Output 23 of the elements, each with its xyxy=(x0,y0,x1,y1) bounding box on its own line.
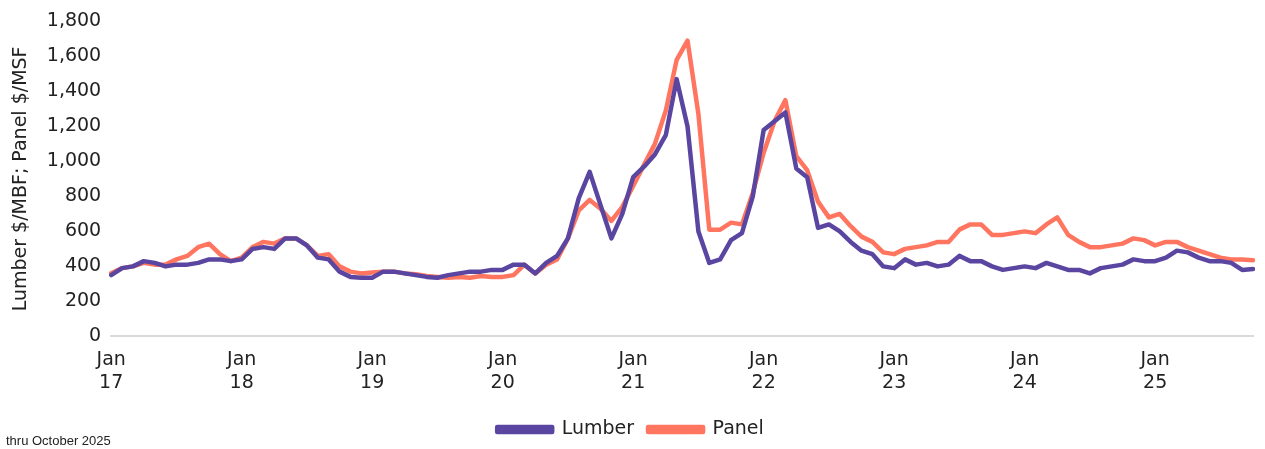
y-tick-label: 800 xyxy=(64,183,102,206)
y-tick-label: 200 xyxy=(64,288,102,311)
x-tick-label: Jan 22 xyxy=(748,346,779,392)
x-tick-label: Jan 25 xyxy=(1139,346,1170,392)
y-tick-label: 600 xyxy=(64,218,102,241)
y-axis-title: Lumber $/MBF; Panel $/MSF xyxy=(8,46,31,312)
x-tick-label: Jan 20 xyxy=(487,346,518,392)
x-tick-label: Jan 21 xyxy=(617,346,648,392)
legend-label: Panel xyxy=(712,416,764,439)
y-tick-label: 1,000 xyxy=(46,148,102,171)
y-tick-label: 400 xyxy=(64,253,102,276)
x-tick-label: Jan 19 xyxy=(356,346,387,392)
legend-label: Lumber xyxy=(561,416,635,439)
x-tick-label: Jan 17 xyxy=(95,346,126,392)
y-tick-label: 0 xyxy=(89,323,102,346)
y-tick-label: 1,800 xyxy=(46,8,102,31)
x-tick-label: Jan 18 xyxy=(226,346,257,392)
y-tick-label: 1,600 xyxy=(46,43,102,66)
text: thru October 2025 xyxy=(6,433,111,448)
y-tick-label: 1,200 xyxy=(46,113,102,136)
x-tick-label: Jan 23 xyxy=(878,346,909,392)
x-tick-label: Jan 24 xyxy=(1008,346,1040,392)
y-tick-label: 1,400 xyxy=(46,78,102,101)
